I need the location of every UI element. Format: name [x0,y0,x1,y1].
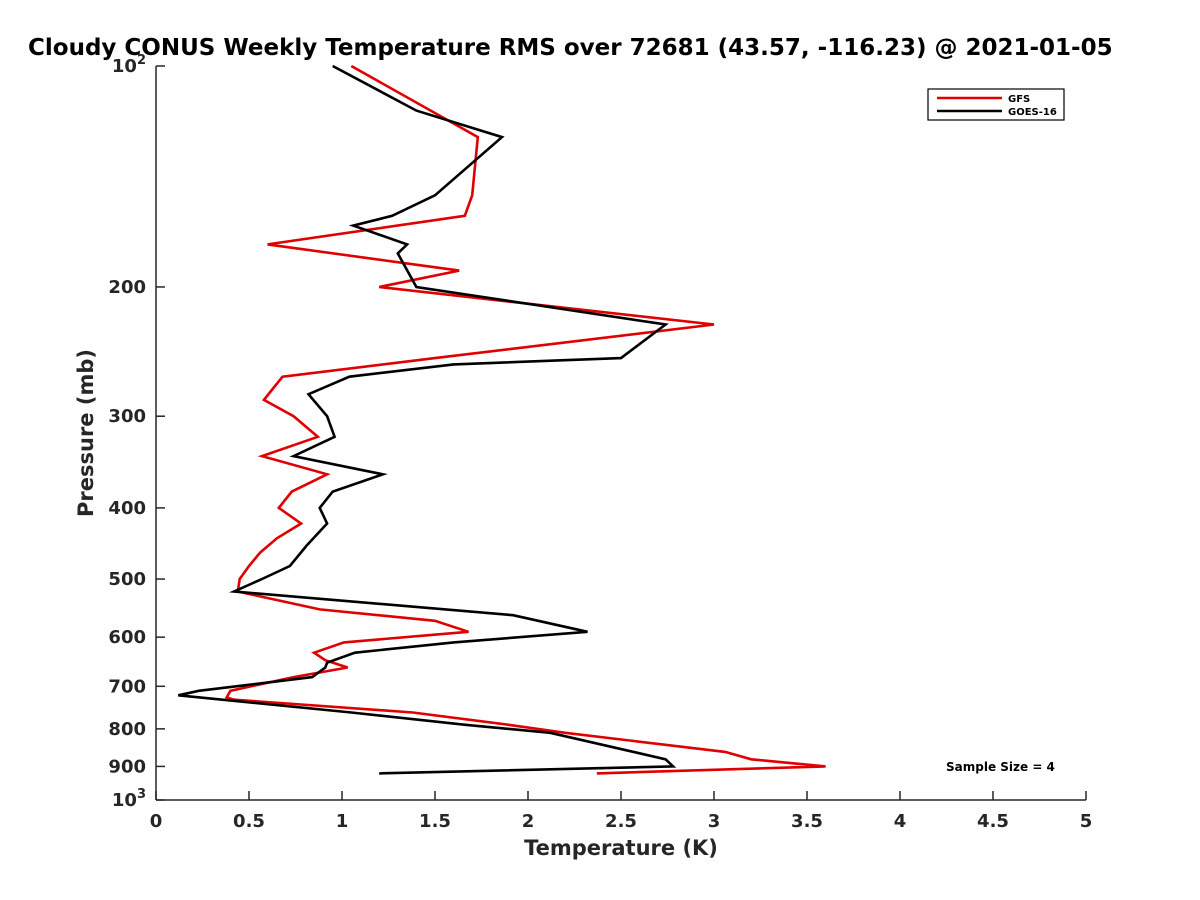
legend-box [927,88,1065,121]
series-line-gfs [224,64,826,775]
x-tick-label: 3.5 [791,811,823,832]
x-tick-label: 5 [1080,811,1093,832]
y-axis-label: Pressure (mb) [74,349,98,517]
y-tick-label: 900 [108,756,146,777]
x-tick-label: 4.5 [977,811,1009,832]
y-tick-label: 800 [108,719,146,740]
legend-label: GOES-16 [1008,107,1057,118]
legend: GFS GOES-16 [927,88,1065,121]
x-tick-label: 0 [150,811,163,832]
x-tick-label: 2 [522,811,535,832]
legend-label: GFS [1008,94,1030,105]
x-axis-label: Temperature (K) [524,836,718,860]
plot-area [155,66,1086,801]
x-tick-label: 2.5 [605,811,637,832]
y-tick-label: 700 [108,676,146,697]
x-ticks: 0 0.5 1 1.5 2 2.5 3 3.5 4 4.5 5 [150,791,1093,832]
x-tick-label: 1.5 [419,811,451,832]
x-tick-label: 1 [336,811,349,832]
sample-size-annotation: Sample Size = 4 [946,760,1055,774]
series-line-goes-16 [178,64,677,775]
y-tick-label: 400 [108,498,146,519]
series-layer [178,64,826,775]
y-tick-label: 200 [108,277,146,298]
y-tick-label: 500 [108,569,146,590]
chart-title: Cloudy CONUS Weekly Temperature RMS over… [28,35,1113,61]
y-tick-label: 102 [112,53,146,77]
x-tick-label: 3 [708,811,721,832]
y-tick-label: 300 [108,406,146,427]
y-ticks: 102 200 300 400 500 600 700 800 900 103 [108,53,165,811]
x-tick-label: 4 [894,811,907,832]
y-tick-label: 600 [108,627,146,648]
y-tick-label: 103 [112,787,146,811]
x-tick-label: 0.5 [233,811,265,832]
